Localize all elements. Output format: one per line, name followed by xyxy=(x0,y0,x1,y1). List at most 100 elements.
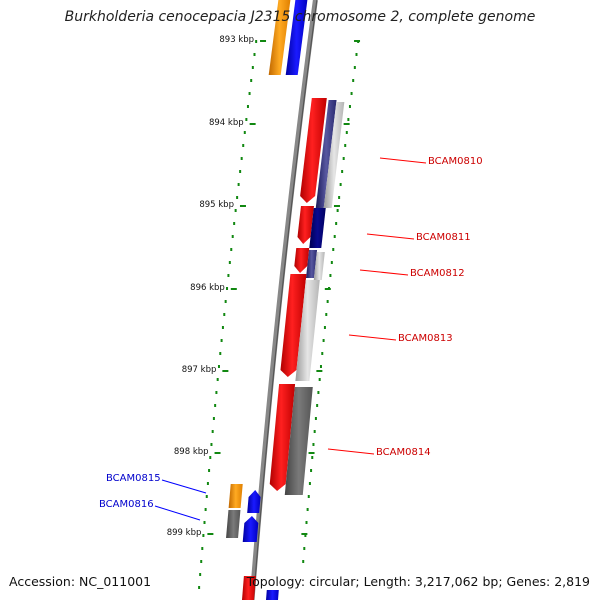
map-title: Burkholderia cenocepacia J2315 chromosom… xyxy=(64,9,536,25)
guide-dot-left xyxy=(206,482,209,485)
guide-dot-left xyxy=(236,196,239,199)
guide-dot-right xyxy=(345,131,348,134)
guide-dot-right xyxy=(302,560,305,563)
guide-dot-right xyxy=(348,105,351,108)
track-bcam0813-gray xyxy=(295,280,320,381)
guide-dot-left xyxy=(211,430,214,433)
guide-dot-right xyxy=(314,417,317,420)
guide-dot-left xyxy=(198,586,201,589)
guide-dot-left xyxy=(220,339,223,342)
guide-dot-right xyxy=(323,326,326,329)
tick-label: 893 kbp xyxy=(219,35,255,45)
topology-summary-text: Topology: circular; Length: 3,217,062 bp… xyxy=(246,574,590,589)
leader-line xyxy=(348,334,397,341)
guide-dot-right xyxy=(341,170,344,173)
track-bcam0810-navy xyxy=(315,100,337,208)
guide-dot-right xyxy=(344,144,347,147)
guide-dot-right xyxy=(352,79,355,82)
guide-dot-left xyxy=(246,105,249,108)
guide-dot-left xyxy=(202,534,205,537)
guide-dot-right xyxy=(312,443,315,446)
blue-feature-top xyxy=(285,0,308,75)
guide-dot-left xyxy=(255,40,258,43)
track-bcam0812-navy xyxy=(305,250,318,278)
guide-dot-right xyxy=(306,508,309,511)
guide-dot-right xyxy=(304,534,307,537)
guide-dot-right xyxy=(347,118,350,121)
leader-line xyxy=(154,505,201,521)
guide-dot-left xyxy=(217,365,220,368)
tick-label: 896 kbp xyxy=(190,283,225,293)
cds-bcam0814 xyxy=(269,384,296,491)
gene-label[interactable]: BCAM0813 xyxy=(398,333,453,344)
guide-dot-left xyxy=(203,521,206,524)
guide-dot-left xyxy=(201,547,204,550)
guide-dot-right xyxy=(355,53,358,56)
guide-dot-right xyxy=(313,430,316,433)
guide-dot-left xyxy=(226,287,229,290)
guide-dot-right xyxy=(310,469,313,472)
gene-label[interactable]: BCAM0814 xyxy=(376,447,431,458)
guide-dot-left xyxy=(240,157,243,160)
guide-dot-left xyxy=(219,352,222,355)
guide-dot-left xyxy=(233,222,236,225)
tick-label: 897 kbp xyxy=(181,365,217,375)
guide-dot-left xyxy=(209,456,212,459)
cds-bcam0816 xyxy=(242,516,259,542)
cds-bcam0811 xyxy=(297,206,314,244)
guide-dot-left xyxy=(216,378,219,381)
guide-dot-right xyxy=(308,482,311,485)
leader-line xyxy=(366,233,415,240)
gene-label[interactable]: BCAM0816 xyxy=(99,499,154,510)
guide-dot-left xyxy=(199,573,202,576)
guide-dot-left xyxy=(214,404,217,407)
guide-dot-left xyxy=(200,560,203,563)
guide-dot-right xyxy=(353,66,356,69)
guide-dot-right xyxy=(307,495,310,498)
guide-dot-left xyxy=(224,300,227,303)
gene-label[interactable]: BCAM0810 xyxy=(428,156,483,167)
guide-dot-left xyxy=(248,92,251,95)
guide-dot-left xyxy=(210,443,213,446)
guide-dot-right xyxy=(319,365,322,368)
gene-label[interactable]: BCAM0815 xyxy=(106,473,161,484)
guide-dot-left xyxy=(253,53,256,56)
cds-bcam0810 xyxy=(300,98,327,203)
leader-line xyxy=(161,479,207,494)
tick-label: 898 kbp xyxy=(173,447,209,457)
guide-dot-right xyxy=(338,196,341,199)
guide-dot-left xyxy=(212,417,215,420)
gene-label[interactable]: BCAM0812 xyxy=(410,268,465,279)
guide-dot-left xyxy=(227,274,230,277)
guide-dot-left xyxy=(237,183,240,186)
leader-line xyxy=(379,157,427,164)
cds-bottom-red xyxy=(242,576,256,600)
guide-dot-right xyxy=(317,391,320,394)
guide-dot-left xyxy=(251,66,254,69)
guide-dot-left xyxy=(215,391,218,394)
guide-dot-right xyxy=(335,222,338,225)
guide-dot-left xyxy=(230,248,233,251)
feature-bcam0815-orange xyxy=(228,484,243,508)
guide-dot-right xyxy=(322,339,325,342)
guide-dot-left xyxy=(221,326,224,329)
track-bcam0810-gray xyxy=(323,102,345,208)
guide-dot-right xyxy=(342,157,345,160)
backbone-edge xyxy=(252,0,318,601)
gene-label[interactable]: BCAM0811 xyxy=(416,232,471,243)
guide-dot-right xyxy=(339,183,342,186)
tick-label: 894 kbp xyxy=(208,118,244,128)
guide-dot-right xyxy=(305,521,308,524)
guide-dot-right xyxy=(311,456,314,459)
tick-label: 899 kbp xyxy=(166,528,202,538)
guide-dot-right xyxy=(332,248,335,251)
guide-dot-left xyxy=(243,131,246,134)
cds-bcam0815 xyxy=(247,490,261,513)
track-bcam0812-gray xyxy=(313,252,325,280)
leader-line xyxy=(327,448,375,455)
guide-dot-right xyxy=(350,92,353,95)
guide-dot-left xyxy=(239,170,242,173)
guide-dot-left xyxy=(228,261,231,264)
